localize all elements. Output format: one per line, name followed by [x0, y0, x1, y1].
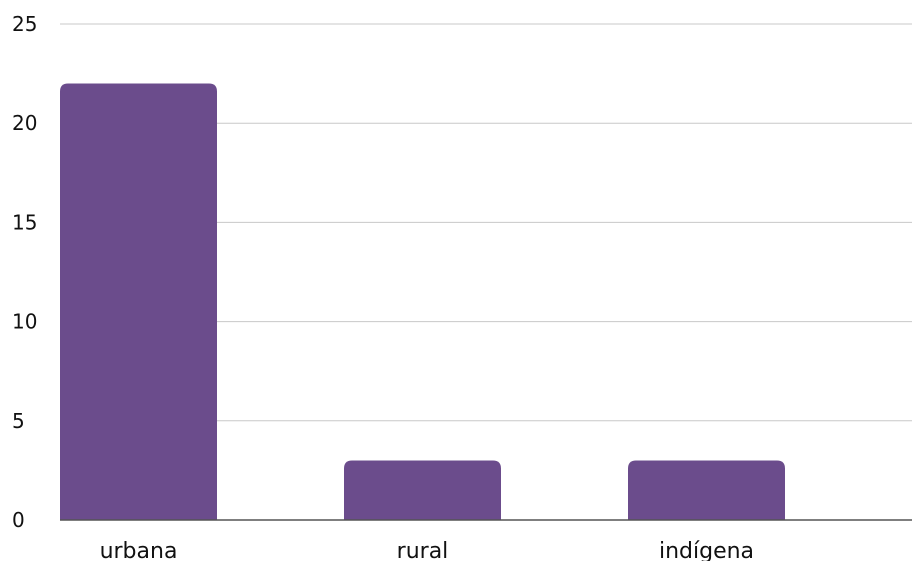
y-tick-label: 5: [12, 409, 25, 433]
y-tick-label: 10: [12, 310, 37, 334]
bar-rural: [344, 460, 501, 520]
bar-urbana: [60, 83, 217, 521]
y-tick-label: 15: [12, 210, 37, 234]
x-axis-category-labels: urbana rural indígena: [100, 539, 754, 561]
x-category-label: urbana: [100, 539, 178, 561]
x-category-label: indígena: [659, 539, 754, 561]
x-category-label: rural: [397, 539, 449, 561]
y-tick-label: 20: [12, 111, 37, 135]
bars: [60, 83, 785, 521]
bar-indígena: [628, 460, 785, 520]
y-tick-label: 25: [12, 12, 37, 36]
y-tick-label: 0: [12, 508, 25, 532]
y-axis-tick-labels: 0 5 10 15 20 25: [12, 12, 37, 532]
